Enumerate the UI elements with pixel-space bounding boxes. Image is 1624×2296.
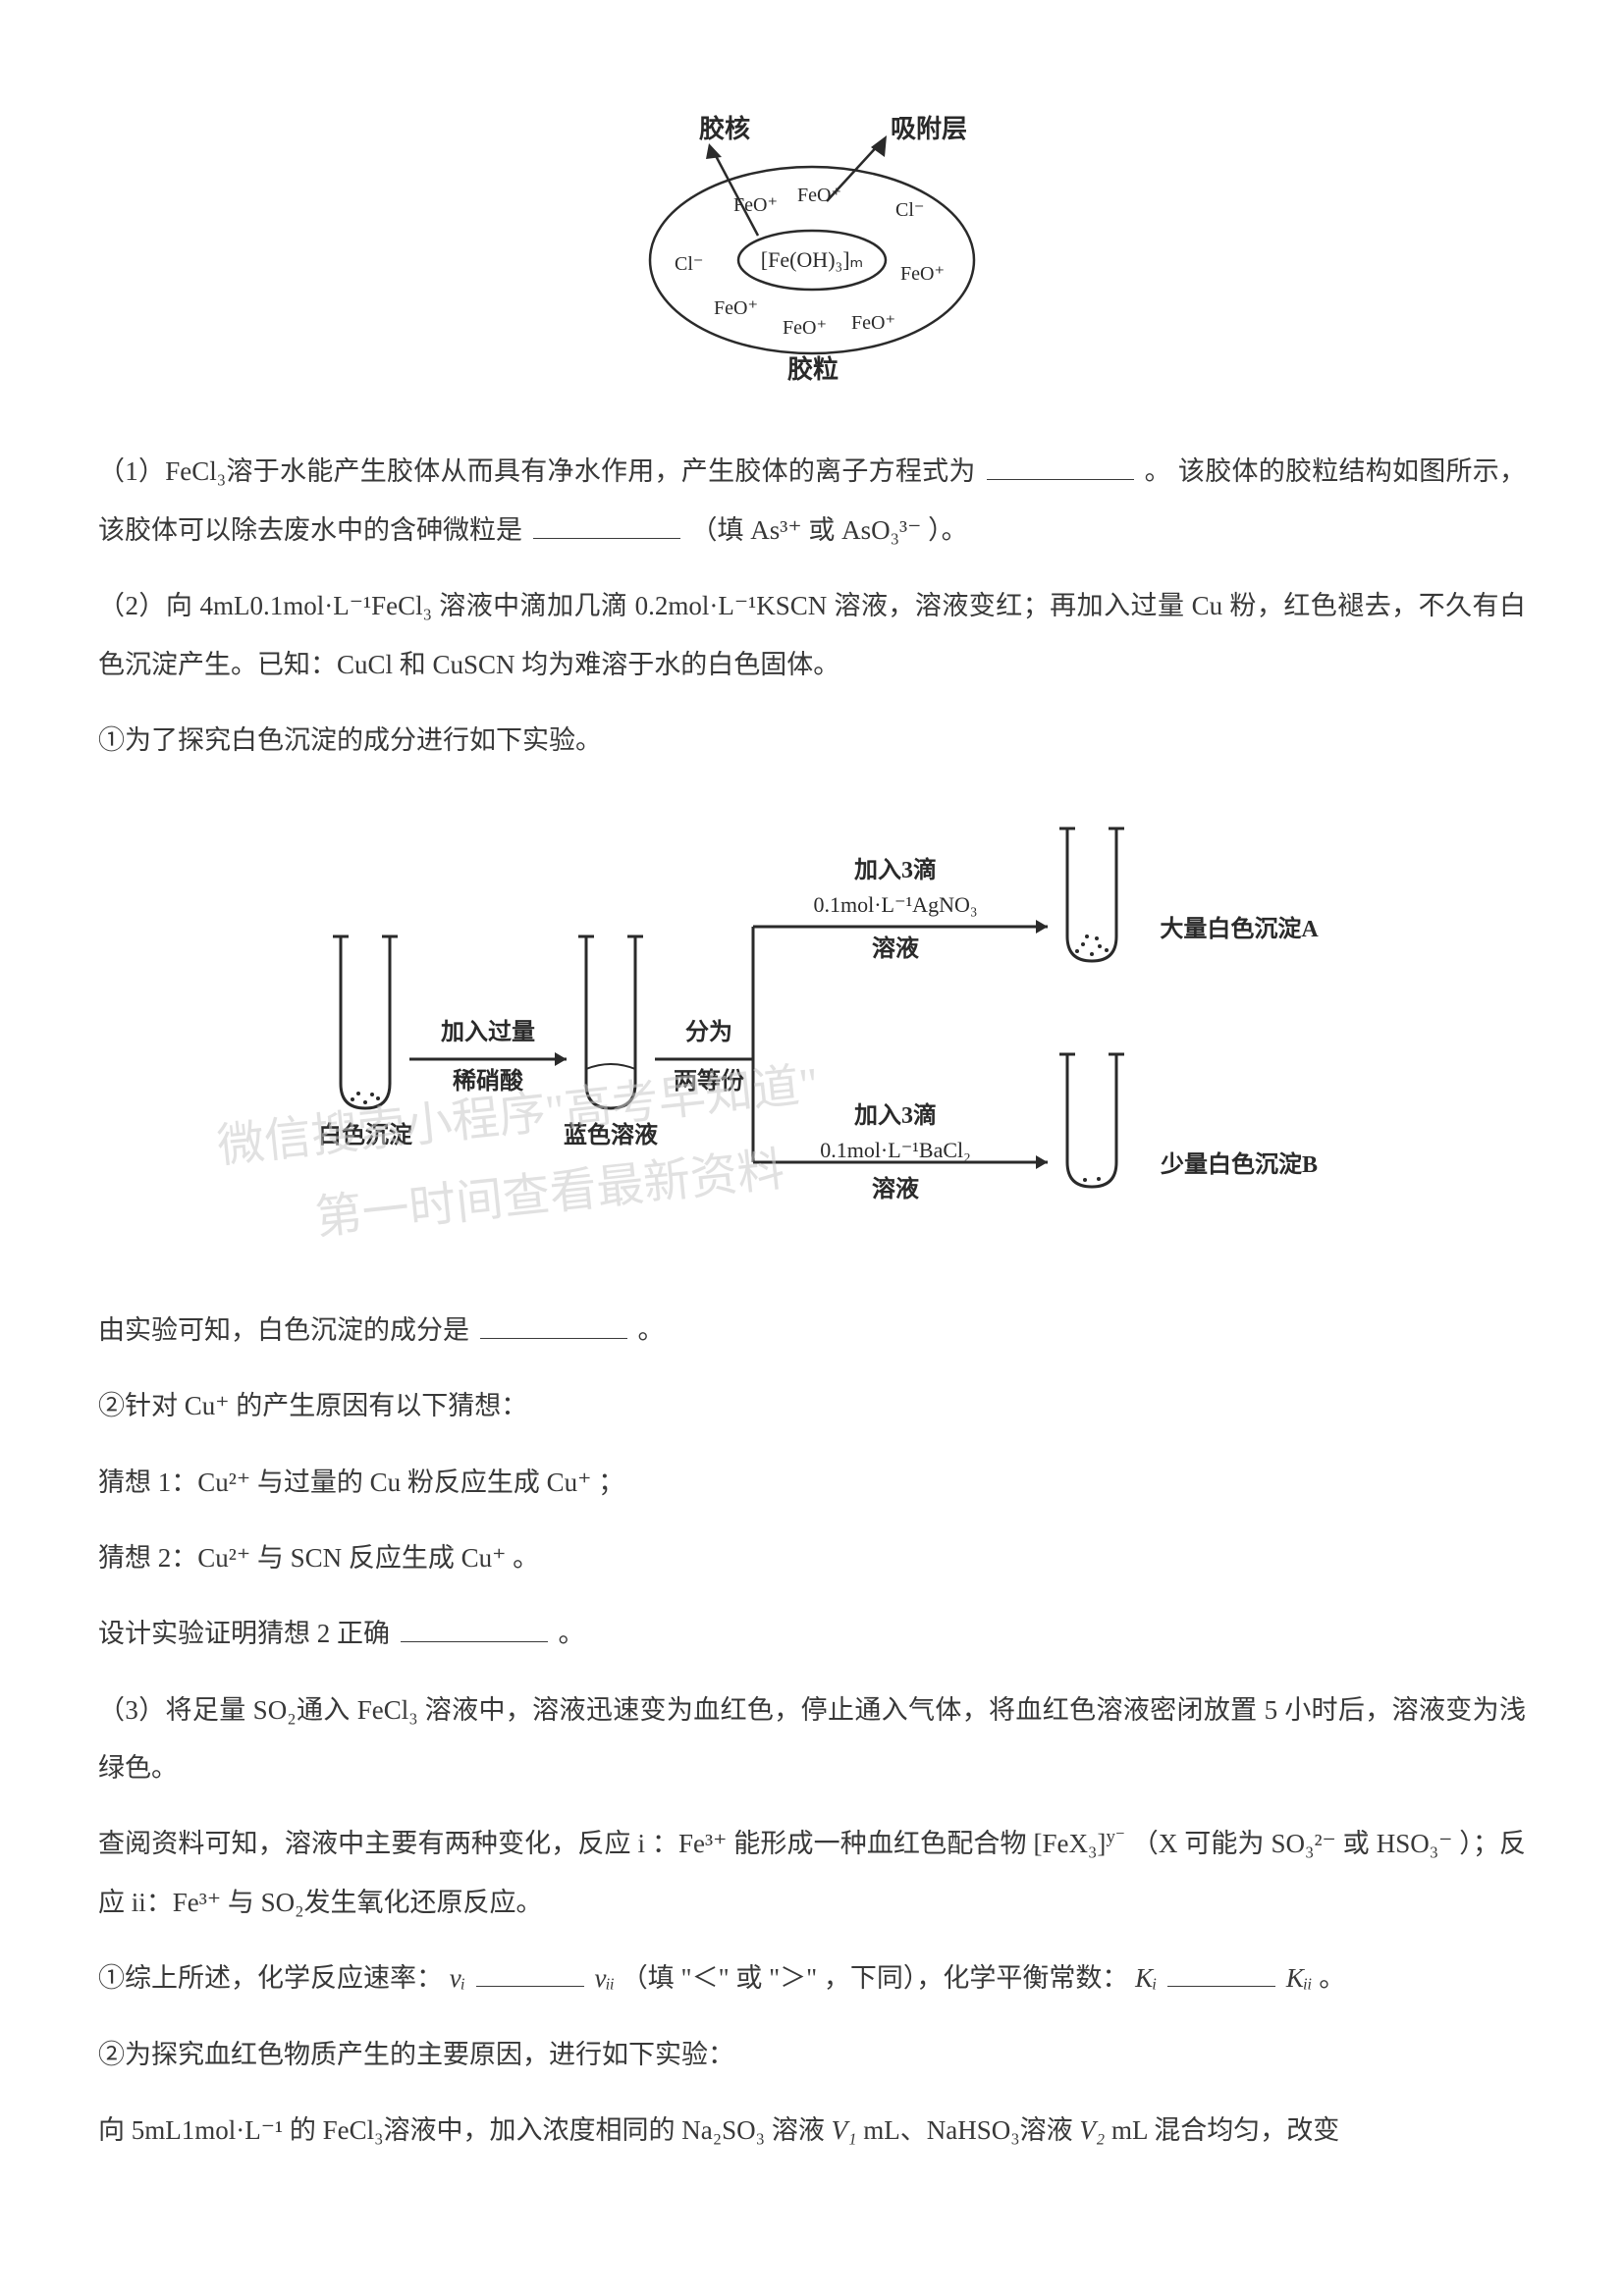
- blank-eq-compare[interactable]: [1167, 1954, 1275, 1987]
- question-1: （1）FeCl₃溶于水能产生胶体从而具有净水作用，产生胶体的离子方程式为 。 该…: [98, 443, 1526, 560]
- q2-guess-intro: ②针对 Cu⁺ 的产生原因有以下猜想：: [98, 1377, 1526, 1435]
- svg-text:溶液: 溶液: [872, 934, 919, 962]
- test-tube-2: 蓝色溶液: [564, 936, 658, 1148]
- question-3-line5: 向 5mL1mol·L⁻¹ 的 FeCl₃溶液中，加入浓度相同的 Na₂SO₃ …: [98, 2102, 1526, 2160]
- question-3-line2: 查阅资料可知，溶液中主要有两种变化，反应 i ：Fe³⁺ 能形成一种血红色配合物…: [98, 1815, 1526, 1932]
- svg-text:Cl⁻: Cl⁻: [675, 253, 703, 275]
- svg-text:FeO⁺: FeO⁺: [797, 185, 841, 206]
- q2-after-exp-text: 由实验可知，白色沉淀的成分是: [98, 1315, 469, 1345]
- q3-line5-p3: mL 混合均匀，改变: [1111, 2115, 1339, 2145]
- q3-line2-sup: y⁻: [1106, 1827, 1124, 1847]
- svg-text:FeO⁺: FeO⁺: [851, 312, 895, 334]
- colloid-diagram: 胶核 吸附层 胶粒 [Fe(OH)₃]ₘ FeO⁺ FeO⁺ Cl⁻ Cl⁻ F…: [98, 108, 1526, 403]
- svg-text:少量白色沉淀B: 少量白色沉淀B: [1160, 1150, 1318, 1178]
- arrow-split: 分为 两等份: [655, 927, 753, 1162]
- svg-text:溶液: 溶液: [872, 1175, 919, 1202]
- vol-v2: V₂: [1079, 2115, 1105, 2145]
- svg-text:0.1mol·L⁻¹BaCl₂: 0.1mol·L⁻¹BaCl₂: [820, 1138, 971, 1162]
- svg-text:分为: 分为: [685, 1019, 732, 1045]
- svg-text:FeO⁺: FeO⁺: [783, 317, 827, 339]
- svg-text:[Fe(OH)₃]ₘ: [Fe(OH)₃]ₘ: [761, 247, 863, 272]
- blank-q1-arsenic[interactable]: [533, 506, 680, 538]
- q3-line5-p1: 向 5mL1mol·L⁻¹ 的 FeCl₃溶液中，加入浓度相同的 Na₂SO₃ …: [98, 2115, 832, 2145]
- vol-v1: V₁: [832, 2115, 857, 2145]
- q2-guess-2: 猜想 2：Cu²⁺ 与 SCN 反应生成 Cu⁺ 。: [98, 1529, 1526, 1587]
- svg-text:加入过量: 加入过量: [441, 1019, 535, 1045]
- test-tube-1: 白色沉淀: [318, 936, 413, 1148]
- svg-text:蓝色溶液: 蓝色溶液: [564, 1121, 658, 1148]
- question-2-line2: ①为了探究白色沉淀的成分进行如下实验。: [98, 712, 1526, 770]
- svg-text:FeO⁺: FeO⁺: [714, 297, 758, 319]
- rate-vi: vᵢ: [450, 1963, 465, 1993]
- q1-prefix: （1）FeCl₃溶于水能产生胶体从而具有净水作用，产生胶体的离子方程式为: [98, 456, 976, 486]
- colloid-svg: 胶核 吸附层 胶粒 [Fe(OH)₃]ₘ FeO⁺ FeO⁺ Cl⁻ Cl⁻ F…: [606, 108, 1018, 383]
- q2-design-text: 设计实验证明猜想 2 正确: [98, 1619, 390, 1648]
- blank-q1-equation[interactable]: [987, 448, 1134, 480]
- svg-text:FeO⁺: FeO⁺: [733, 194, 778, 216]
- svg-text:加入3滴: 加入3滴: [854, 1101, 937, 1129]
- svg-text:胶核: 胶核: [699, 114, 750, 143]
- svg-text:大量白色沉淀A: 大量白色沉淀A: [1160, 915, 1319, 942]
- q2-guess-1: 猜想 1：Cu²⁺ 与过量的 Cu 粉反应生成 Cu⁺ ；: [98, 1454, 1526, 1512]
- eq-ki: Kᵢ: [1135, 1963, 1157, 1993]
- q3-line3-p2: （填 "＜" 或 "＞" ，下同），化学平衡常数：: [622, 1963, 1129, 1993]
- svg-text:胶粒: 胶粒: [787, 354, 839, 383]
- svg-text:0.1mol·L⁻¹AgNO₃: 0.1mol·L⁻¹AgNO₃: [813, 892, 977, 917]
- question-3-line4: ②为探究血红色物质产生的主要原因，进行如下实验：: [98, 2026, 1526, 2084]
- q2-design: 设计实验证明猜想 2 正确 。: [98, 1605, 1526, 1663]
- svg-text:白色沉淀: 白色沉淀: [318, 1121, 413, 1148]
- question-2-line1: （2）向 4mL0.1mol·L⁻¹FeCl₃ 溶液中滴加几滴 0.2mol·L…: [98, 577, 1526, 694]
- branch-a: 加入3滴 0.1mol·L⁻¹AgNO₃ 溶液 大量白色沉淀A: [753, 828, 1319, 962]
- q1-suffix: （填 As³⁺ 或 AsO₃³⁻ ）。: [691, 515, 968, 545]
- q3-line2-pre: 查阅资料可知，溶液中主要有两种变化，反应 i ：Fe³⁺ 能形成一种血红色配合物…: [98, 1829, 1106, 1858]
- experiment-diagram: 微信搜索小程序"高考早知道" 第一时间查看最新资料 白色沉淀 加入过量 稀硝酸: [98, 809, 1526, 1261]
- blank-design-experiment[interactable]: [401, 1610, 548, 1642]
- q2-design-end: 。: [559, 1619, 585, 1648]
- q3-line3-p1: ①综上所述，化学反应速率：: [98, 1963, 443, 1993]
- svg-text:两等份: 两等份: [674, 1067, 745, 1095]
- svg-text:加入3滴: 加入3滴: [854, 856, 937, 883]
- rate-vii: vᵢᵢ: [595, 1963, 616, 1993]
- branch-b: 加入3滴 0.1mol·L⁻¹BaCl₂ 溶液 少量白色沉淀B: [753, 1054, 1318, 1202]
- arrow-1: 加入过量 稀硝酸: [409, 1019, 567, 1095]
- svg-text:稀硝酸: 稀硝酸: [453, 1067, 524, 1095]
- q2-after-exp: 由实验可知，白色沉淀的成分是 。: [98, 1302, 1526, 1360]
- eq-kii: Kᵢᵢ: [1286, 1963, 1313, 1993]
- question-3-line3: ①综上所述，化学反应速率： vᵢ vᵢᵢ （填 "＜" 或 "＞" ，下同），化…: [98, 1949, 1526, 2007]
- q3-line5-p2: mL、NaHSO₃溶液: [863, 2115, 1079, 2145]
- experiment-svg: 白色沉淀 加入过量 稀硝酸 蓝色溶液 分为 两等份: [272, 809, 1352, 1241]
- svg-text:吸附层: 吸附层: [891, 115, 967, 143]
- svg-text:FeO⁺: FeO⁺: [900, 263, 945, 285]
- q2-after-exp-end: 。: [638, 1315, 665, 1345]
- svg-text:Cl⁻: Cl⁻: [895, 199, 924, 221]
- q3-line3-end: 。: [1319, 1963, 1345, 1993]
- blank-precipitate-component[interactable]: [480, 1306, 627, 1338]
- question-3-line1: （3）将足量 SO₂通入 FeCl₃ 溶液中，溶液迅速变为血红色，停止通入气体，…: [98, 1682, 1526, 1798]
- blank-rate-compare[interactable]: [476, 1954, 584, 1987]
